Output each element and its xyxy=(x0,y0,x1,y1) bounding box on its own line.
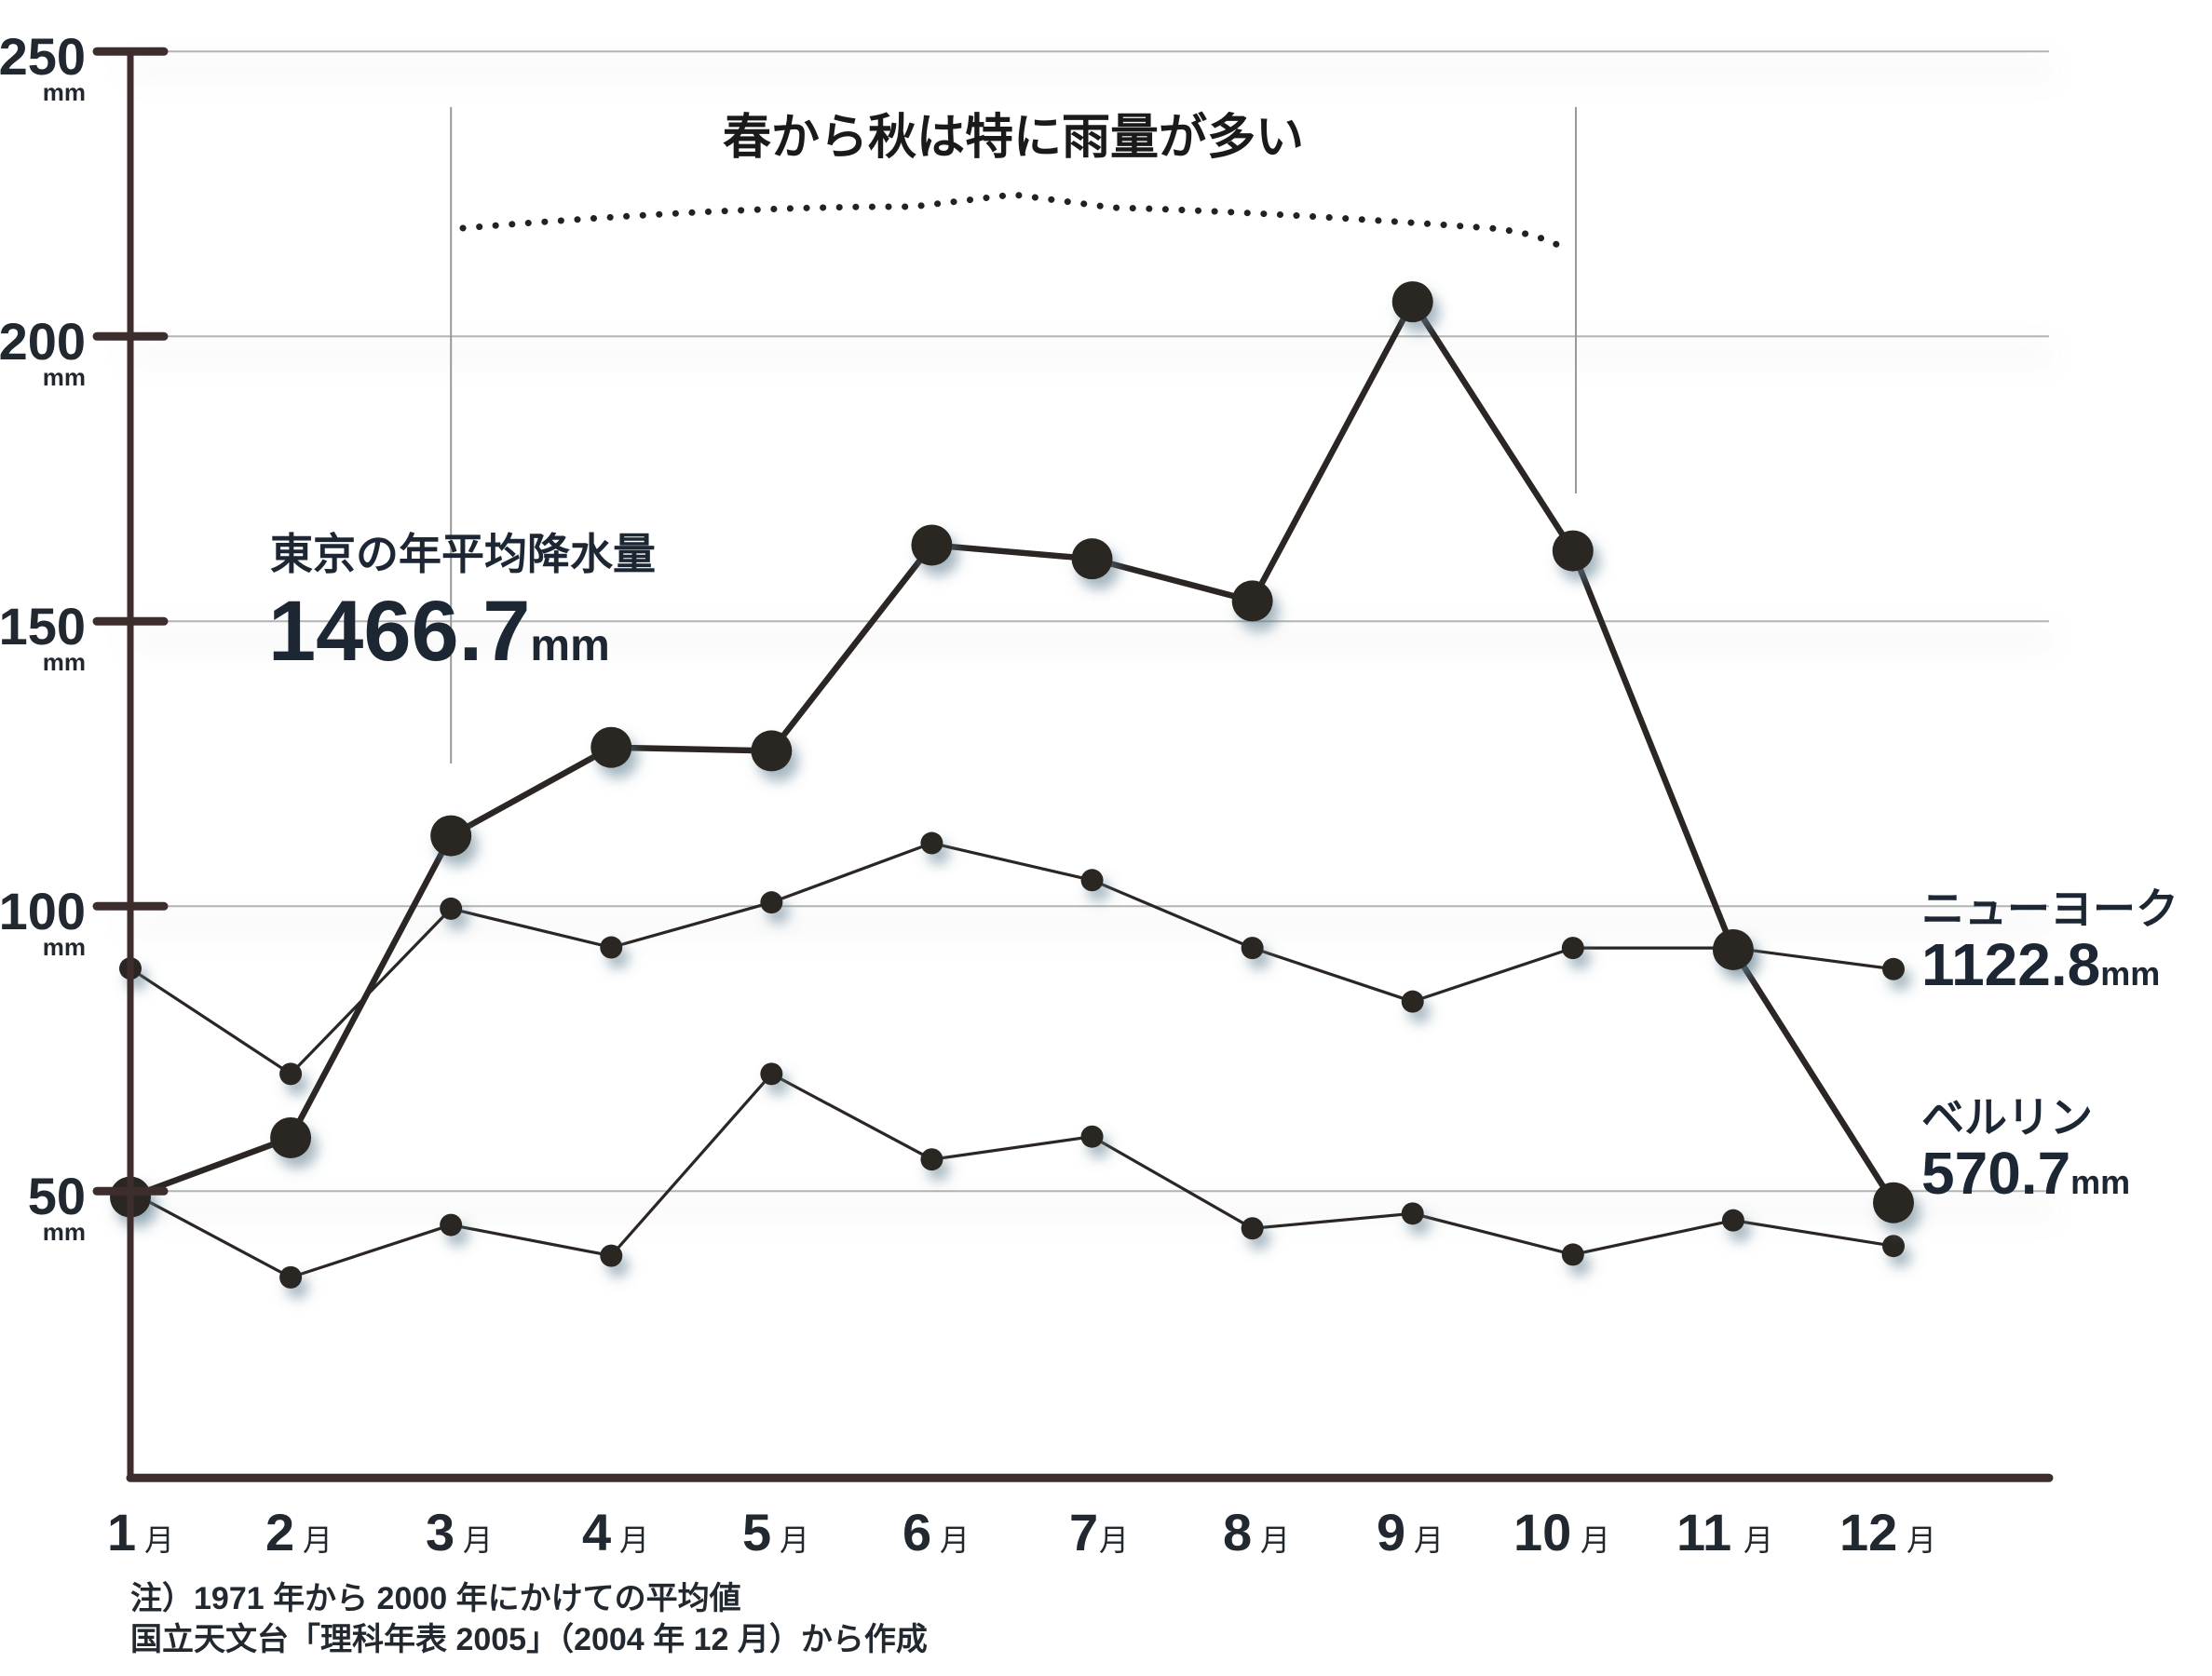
svg-text:月: 月 xyxy=(780,1523,809,1557)
svg-text:月: 月 xyxy=(1581,1523,1610,1557)
svg-text:100: 100 xyxy=(0,882,86,940)
svg-text:ベルリン: ベルリン xyxy=(1921,1093,2093,1142)
svg-text:月: 月 xyxy=(303,1523,332,1557)
svg-text:mm: mm xyxy=(43,363,86,391)
svg-text:mm: mm xyxy=(43,1218,86,1246)
svg-text:月: 月 xyxy=(1260,1523,1290,1557)
svg-text:50: 50 xyxy=(28,1167,86,1225)
svg-text:mm: mm xyxy=(43,78,86,106)
svg-text:1: 1 xyxy=(107,1503,136,1561)
svg-text:6: 6 xyxy=(902,1503,931,1561)
svg-text:5: 5 xyxy=(742,1503,771,1561)
svg-text:月: 月 xyxy=(1099,1523,1129,1557)
svg-text:9: 9 xyxy=(1377,1503,1405,1561)
svg-text:7: 7 xyxy=(1069,1503,1098,1561)
svg-text:2: 2 xyxy=(265,1503,294,1561)
svg-text:月: 月 xyxy=(940,1523,970,1557)
svg-text:4: 4 xyxy=(582,1503,611,1561)
svg-text:250: 250 xyxy=(0,27,86,86)
svg-text:150: 150 xyxy=(0,597,86,656)
svg-text:mm: mm xyxy=(43,933,86,961)
svg-text:月: 月 xyxy=(144,1523,174,1557)
svg-text:200: 200 xyxy=(0,312,86,371)
svg-text:11: 11 xyxy=(1676,1503,1731,1561)
svg-text:月: 月 xyxy=(1744,1523,1773,1557)
svg-text:10: 10 xyxy=(1513,1503,1571,1561)
svg-text:注）1971 年から 2000 年にかけての平均値: 注）1971 年から 2000 年にかけての平均値 xyxy=(130,1580,741,1616)
svg-text:月: 月 xyxy=(463,1523,493,1557)
svg-text:8: 8 xyxy=(1223,1503,1252,1561)
svg-text:月: 月 xyxy=(1414,1523,1444,1557)
svg-text:国立天文台「理科年表 2005」（2004 年 12 月）か: 国立天文台「理科年表 2005」（2004 年 12 月）から作成 xyxy=(130,1621,928,1657)
svg-text:3: 3 xyxy=(426,1503,455,1561)
svg-text:東京の年平均降水量: 東京の年平均降水量 xyxy=(270,530,656,578)
svg-text:mm: mm xyxy=(43,648,86,676)
svg-text:月: 月 xyxy=(619,1523,649,1557)
svg-text:春から秋は特に雨量が多い: 春から秋は特に雨量が多い xyxy=(723,111,1304,165)
svg-text:ニューヨーク: ニューヨーク xyxy=(1921,885,2178,933)
svg-text:12: 12 xyxy=(1839,1503,1897,1561)
svg-text:月: 月 xyxy=(1907,1523,1936,1557)
